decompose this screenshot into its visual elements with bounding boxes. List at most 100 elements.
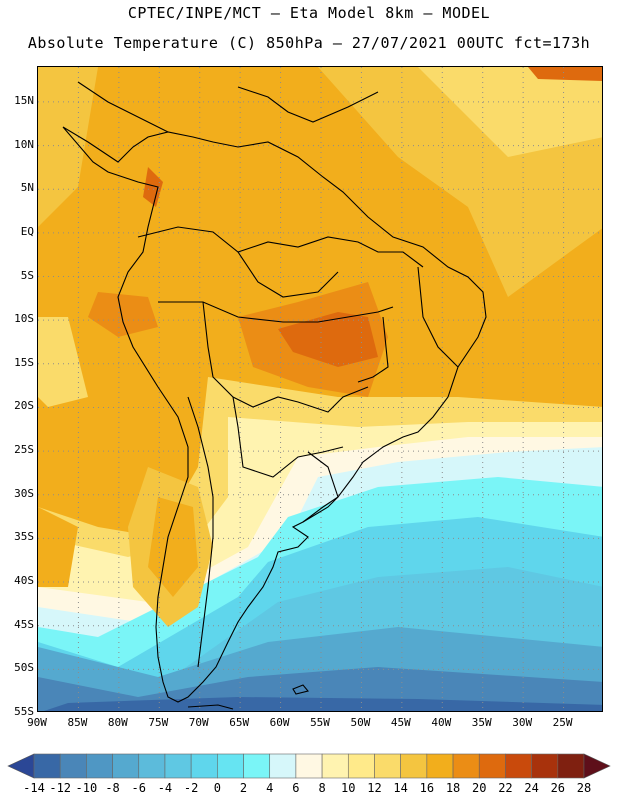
colorbar-swatch bbox=[400, 753, 428, 779]
colorbar-label: 6 bbox=[292, 781, 300, 795]
latitude-label: 30S bbox=[14, 486, 34, 500]
field-pacific-sw-warm bbox=[38, 507, 78, 587]
border-andes bbox=[187, 396, 214, 668]
caribbean-coast bbox=[237, 86, 379, 123]
latitude-label: 35S bbox=[14, 530, 34, 544]
colorbar-label: 16 bbox=[419, 781, 435, 795]
field-hot-corner bbox=[528, 67, 602, 81]
colorbar-label: -2 bbox=[183, 781, 199, 795]
field-peru-orange bbox=[88, 292, 158, 337]
temperature-field-svg bbox=[38, 67, 602, 711]
colorbar-label: 20 bbox=[472, 781, 487, 795]
colorbar-swatch bbox=[452, 753, 480, 779]
longitude-label: 90W bbox=[27, 716, 47, 729]
latitude-label: 10S bbox=[14, 312, 34, 326]
colorbar-label: 0 bbox=[213, 781, 221, 795]
field-central-hot bbox=[278, 312, 378, 367]
colorbar-min-arrow bbox=[7, 753, 35, 779]
colorbar-label: -14 bbox=[23, 781, 45, 795]
colorbar-label: 10 bbox=[341, 781, 356, 795]
latitude-label: 55S bbox=[14, 705, 34, 718]
latitude-label: 5N bbox=[20, 181, 34, 195]
colorbar-swatch bbox=[138, 753, 166, 779]
colorbar-label: -8 bbox=[105, 781, 120, 795]
central-america bbox=[77, 81, 169, 133]
border-uruguay bbox=[302, 451, 339, 523]
colorbar-label: -4 bbox=[157, 781, 173, 795]
longitude-label: 45W bbox=[390, 716, 411, 729]
latitude-label: 50S bbox=[14, 661, 34, 675]
colorbar-label: -6 bbox=[131, 781, 146, 795]
colorbar-label: 12 bbox=[367, 781, 382, 795]
colorbar-swatch bbox=[164, 753, 192, 779]
colorbar-swatch bbox=[505, 753, 532, 779]
colorbar-max-arrow bbox=[583, 753, 611, 779]
temperature-map bbox=[37, 66, 603, 712]
colorbar-swatch bbox=[374, 753, 401, 779]
colorbar-label: 18 bbox=[445, 781, 461, 795]
colorbar-label: -12 bbox=[49, 781, 72, 795]
latitude-label: 45S bbox=[14, 617, 34, 631]
field-patagonia-orange bbox=[148, 497, 198, 597]
colorbar-swatch bbox=[217, 753, 244, 779]
colorbar-swatch bbox=[426, 753, 454, 779]
field-andes-orange bbox=[143, 167, 163, 207]
longitude-label: 65W bbox=[229, 716, 250, 729]
colorbar-label: -10 bbox=[75, 781, 98, 795]
longitude-label: 25W bbox=[552, 716, 573, 729]
border-state-2 bbox=[417, 266, 459, 368]
longitude-label: 85W bbox=[67, 716, 88, 729]
colorbar-label: 24 bbox=[524, 781, 539, 795]
longitude-label: 70W bbox=[188, 716, 209, 729]
colorbar-swatch bbox=[243, 753, 271, 779]
colorbar-swatch bbox=[33, 753, 61, 779]
colorbar-swatch bbox=[112, 753, 140, 779]
border-state-1 bbox=[357, 316, 389, 383]
latitude-label: 15S bbox=[14, 355, 34, 369]
longitude-label: 60W bbox=[269, 716, 290, 729]
colorbar-swatch bbox=[59, 753, 87, 779]
longitude-label: 40W bbox=[431, 716, 452, 729]
colorbar bbox=[6, 752, 612, 780]
colorbar-swatch bbox=[295, 753, 323, 779]
coastlines-and-borders bbox=[62, 81, 487, 710]
longitude-label: 30W bbox=[512, 716, 533, 729]
colorbar-svg bbox=[7, 753, 611, 779]
longitude-label: 55W bbox=[310, 716, 330, 729]
map-title-line-2: Absolute Temperature (C) 850hPa – 27/07/… bbox=[27, 34, 591, 52]
colorbar-label: 4 bbox=[266, 781, 274, 795]
field-pacific-nw bbox=[38, 67, 98, 227]
longitude-label: 80W bbox=[107, 716, 128, 729]
colorbar-swatch bbox=[321, 753, 349, 779]
border-state-3 bbox=[237, 251, 339, 298]
field-pacific-w bbox=[38, 317, 88, 407]
colorbar-swatch bbox=[347, 753, 375, 779]
latitude-label: 10N bbox=[14, 137, 34, 151]
border-bolivia bbox=[202, 301, 369, 413]
tierra-del-fuego bbox=[187, 704, 234, 710]
colorbar-swatch bbox=[269, 753, 297, 779]
latitude-label: EQ bbox=[20, 224, 34, 238]
border-paraguay bbox=[232, 396, 344, 478]
colorbar-swatch bbox=[478, 753, 506, 779]
colorbar-swatch bbox=[557, 753, 585, 779]
field-light-yellow-ne bbox=[418, 67, 602, 157]
continent-outline bbox=[62, 126, 487, 703]
colorbar-label: 8 bbox=[318, 781, 326, 795]
colorbar-swatch bbox=[531, 753, 559, 779]
colorbar-swatch bbox=[190, 753, 218, 779]
border-amazon bbox=[158, 301, 394, 323]
colorbar-swatch bbox=[86, 753, 113, 779]
latitude-label: 20S bbox=[14, 399, 34, 413]
colorbar-label: 22 bbox=[498, 781, 513, 795]
falklands bbox=[292, 684, 309, 695]
border-north bbox=[137, 226, 424, 268]
map-title-line-1: CPTEC/INPE/MCT – Eta Model 8km – MODEL bbox=[127, 4, 491, 22]
latitude-label: 40S bbox=[14, 574, 34, 588]
longitude-label: 75W bbox=[148, 716, 169, 729]
latitude-label: 5S bbox=[20, 268, 34, 282]
colorbar-label: 2 bbox=[239, 781, 248, 795]
field-blue-band-5 bbox=[44, 697, 602, 711]
colorbar-label: 28 bbox=[576, 781, 592, 795]
longitude-label: 50W bbox=[350, 716, 371, 729]
